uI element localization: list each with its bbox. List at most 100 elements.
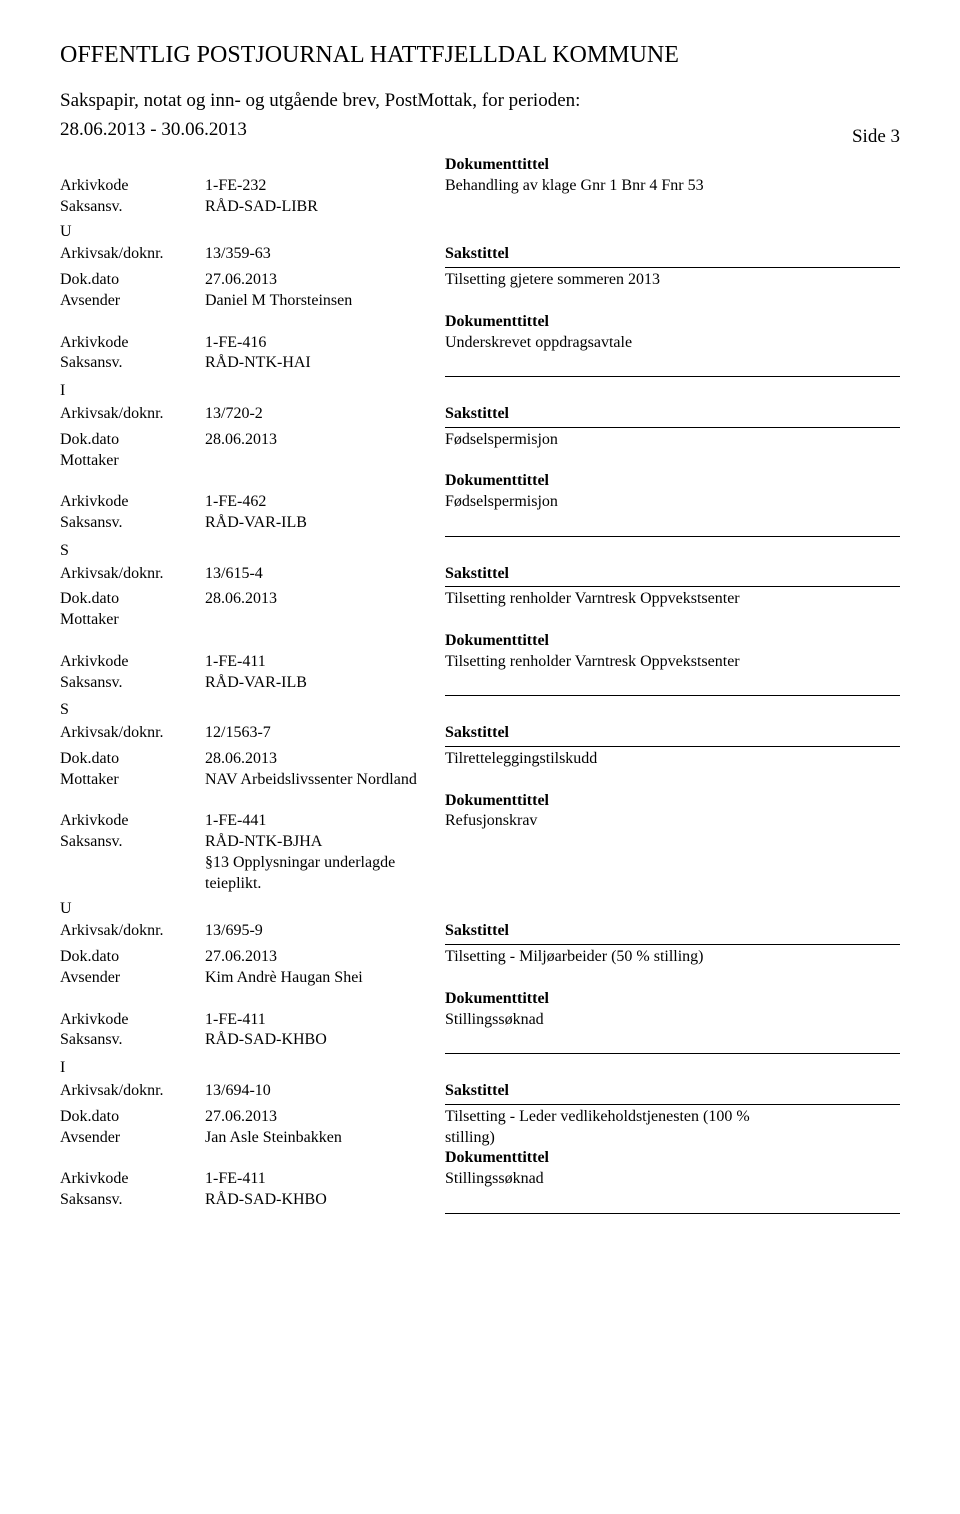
field-value: 1-FE-411 <box>205 652 445 673</box>
field-description: stilling) <box>445 1128 900 1149</box>
note-line: teieplikt. <box>205 874 445 895</box>
section-divider <box>445 267 900 268</box>
field-label: Arkivkode <box>60 176 205 197</box>
field-description: Sakstittel <box>445 564 900 585</box>
field-label: Saksansv. <box>60 673 205 694</box>
field-label: Saksansv. <box>60 513 205 534</box>
field-description: Sakstittel <box>445 244 900 265</box>
journal-row: Dok.dato27.06.2013Tilsetting - Miljøarbe… <box>60 947 900 968</box>
section-divider <box>445 746 900 747</box>
field-description: Tilsetting gjetere sommeren 2013 <box>445 270 900 291</box>
field-description: Tilretteleggingstilskudd <box>445 749 900 770</box>
field-value: 1-FE-441 <box>205 811 445 832</box>
field-description: Dokumenttittel <box>445 791 900 812</box>
field-value: 1-FE-232 <box>205 176 445 197</box>
type-marker: S <box>60 700 900 721</box>
journal-row: Dok.dato28.06.2013Tilsetting renholder V… <box>60 589 900 610</box>
field-value: 27.06.2013 <box>205 1107 445 1128</box>
field-label: Dok.dato <box>60 1107 205 1128</box>
field-description: Fødselspermisjon <box>445 430 900 451</box>
section-divider <box>445 695 900 696</box>
field-label: Saksansv. <box>60 1190 205 1211</box>
journal-row: Dokumenttittel <box>60 471 900 492</box>
journal-row: Dokumenttittel <box>60 791 900 812</box>
field-label: Avsender <box>60 291 205 312</box>
field-label: Mottaker <box>60 451 205 472</box>
field-value: 28.06.2013 <box>205 430 445 451</box>
journal-row: Saksansv.RÅD-VAR-ILB <box>60 673 900 694</box>
field-value: NAV Arbeidslivssenter Nordland <box>205 770 445 791</box>
field-label: Saksansv. <box>60 1030 205 1051</box>
journal-entry: SArkivsak/doknr.12/1563-7SakstittelDok.d… <box>60 700 900 1054</box>
journal-entry: IArkivsak/doknr.13/720-2Sakstittel Dok.da… <box>60 381 900 537</box>
journal-row: Dokumenttittel <box>60 155 900 176</box>
journal-row: Saksansv.RÅD-NTK-HAI <box>60 353 900 374</box>
field-value: 1-FE-416 <box>205 333 445 354</box>
field-value: Jan Asle Steinbakken <box>205 1128 445 1149</box>
note-line: §13 Opplysningar underlagde <box>205 853 445 874</box>
field-value: RÅD-NTK-BJHA <box>205 832 445 853</box>
type-marker: I <box>60 1058 900 1079</box>
field-description: Dokumenttittel <box>445 155 900 176</box>
journal-row: Arkivkode1-FE-411Stillingssøknad <box>60 1169 900 1190</box>
journal-row: Dok.dato28.06.2013Fødselspermisjon <box>60 430 900 451</box>
field-value: RÅD-SAD-KHBO <box>205 1030 445 1051</box>
field-value: RÅD-VAR-ILB <box>205 513 445 534</box>
field-value: RÅD-SAD-LIBR <box>205 197 445 218</box>
field-label: Arkivkode <box>60 652 205 673</box>
journal-row: AvsenderDaniel M Thorsteinsen <box>60 291 900 312</box>
field-value: 13/695-9 <box>205 921 445 942</box>
field-value: 13/615-4 <box>205 564 445 585</box>
field-label: Arkivkode <box>60 1169 205 1190</box>
section-divider <box>445 376 900 377</box>
journal-row: Saksansv.RÅD-SAD-KHBO <box>60 1190 900 1211</box>
journal-entry: SArkivsak/doknr.13/615-4Sakstittel Dok.da… <box>60 541 900 697</box>
field-label: Arkivsak/doknr. <box>60 1081 205 1102</box>
field-description: Dokumenttittel <box>445 312 900 333</box>
field-description: Dokumenttittel <box>445 631 900 652</box>
journal-row: Arkivkode1-FE-411Stillingssøknad <box>60 1010 900 1031</box>
journal-row: Arkivkode1-FE-416Underskrevet oppdragsav… <box>60 333 900 354</box>
journal-row: Saksansv.RÅD-SAD-KHBO <box>60 1030 900 1051</box>
journal-row: Dok.dato27.06.2013Tilsetting - Leder ved… <box>60 1107 900 1128</box>
field-label: Dok.dato <box>60 947 205 968</box>
field-description: Dokumenttittel <box>445 471 900 492</box>
field-description: Tilsetting renholder Varntresk Oppveksts… <box>445 652 900 673</box>
field-value: RÅD-VAR-ILB <box>205 673 445 694</box>
type-marker: S <box>60 541 900 562</box>
journal-row: Mottaker <box>60 610 900 631</box>
field-label: Avsender <box>60 968 205 989</box>
field-description: Sakstittel <box>445 921 900 942</box>
field-description: Behandling av klage Gnr 1 Bnr 4 Fnr 53 <box>445 176 900 197</box>
journal-row: Arkivsak/doknr.13/720-2Sakstittel <box>60 404 900 425</box>
subtitle-line1: Sakspapir, notat og inn- og utgående bre… <box>60 89 900 114</box>
field-value: RÅD-SAD-KHBO <box>205 1190 445 1211</box>
journal-row: Arkivsak/doknr.12/1563-7Sakstittel <box>60 723 900 744</box>
journal-row: Dok.dato28.06.2013Tilretteleggingstilsku… <box>60 749 900 770</box>
field-description: Sakstittel <box>445 1081 900 1102</box>
field-value: Kim Andrè Haugan Shei <box>205 968 445 989</box>
journal-row: AvsenderKim Andrè Haugan Shei <box>60 968 900 989</box>
journal-row: Mottaker <box>60 451 900 472</box>
type-marker: I <box>60 381 900 402</box>
field-value: 27.06.2013 <box>205 270 445 291</box>
journal-row: Dokumenttittel <box>60 312 900 333</box>
journal-row: Dok.dato27.06.2013Tilsetting gjetere som… <box>60 270 900 291</box>
field-label: Arkivsak/doknr. <box>60 921 205 942</box>
field-label: Arkivkode <box>60 811 205 832</box>
field-label: Arkivsak/doknr. <box>60 564 205 585</box>
field-description: Dokumenttittel <box>445 1148 900 1169</box>
field-description: Dokumenttittel <box>445 989 900 1010</box>
section-divider <box>445 1104 900 1105</box>
journal-entry: IArkivsak/doknr.13/694-10SakstittelDok.d… <box>60 1058 900 1214</box>
field-description: Stillingssøknad <box>445 1169 900 1190</box>
journal-row: Dokumenttittel <box>60 631 900 652</box>
journal-row: Saksansv.RÅD-SAD-LIBR <box>60 197 900 218</box>
section-divider <box>445 536 900 537</box>
field-label: Mottaker <box>60 770 205 791</box>
field-value: 12/1563-7 <box>205 723 445 744</box>
field-label: Arkivkode <box>60 492 205 513</box>
journal-row: Arkivkode1-FE-462Fødselspermisjon <box>60 492 900 513</box>
type-marker: U <box>60 899 900 920</box>
field-label: Arkivkode <box>60 333 205 354</box>
